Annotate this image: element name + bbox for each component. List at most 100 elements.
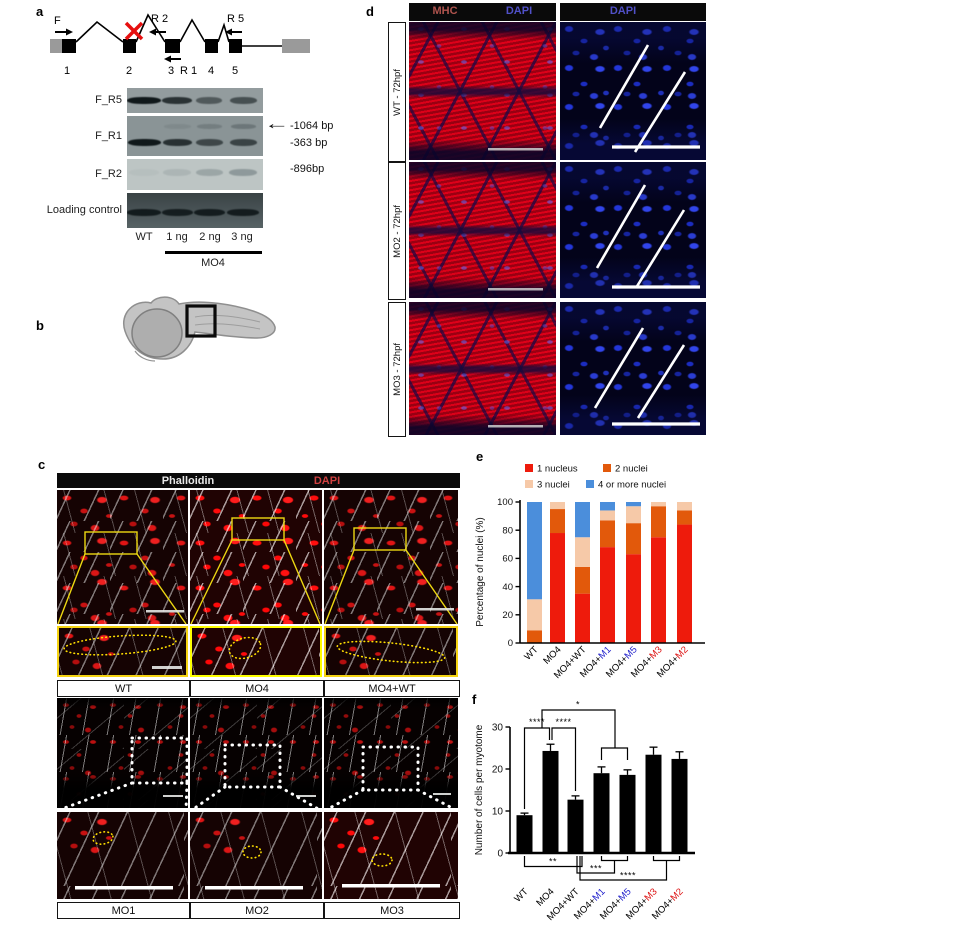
- bar: [645, 754, 662, 853]
- micrograph-dapi-mo3: [560, 302, 706, 435]
- significance-bracket: [523, 856, 583, 868]
- stacked-bar-segment: [550, 533, 565, 643]
- condition-label-mo4wt: MO4+WT: [324, 680, 460, 697]
- dapi-channel-label: DAPI: [313, 475, 341, 487]
- stacked-bar-chart-nuclei: 1 nucleus 2 nuclei 3 nuclei 4 or more nucle…: [475, 464, 705, 681]
- stacked-bar-segment: [626, 506, 641, 524]
- stacked-bar-segment: [600, 520, 615, 548]
- stacked-bar-segment: [527, 502, 542, 600]
- micrograph-mhc-mo3: [409, 302, 556, 435]
- significance-bracket: [523, 727, 551, 809]
- band-size-annotation: -896bp: [290, 163, 325, 175]
- inset-mo1: [57, 812, 188, 899]
- embryo-yolk: [131, 308, 183, 358]
- gel-band: [229, 168, 257, 176]
- inset-mo4wt: [324, 626, 458, 677]
- utr-box-right: [282, 39, 310, 53]
- stacked-bar-segment: [600, 510, 615, 521]
- exon-1: [62, 39, 76, 53]
- y-tick-label: 100: [497, 497, 513, 508]
- gel-strip: [127, 116, 263, 156]
- stacked-bar-segment: [626, 554, 641, 643]
- gel-strip: [127, 88, 263, 113]
- svg-text:MO4: MO4: [541, 644, 563, 666]
- panel-a-label: a: [36, 4, 44, 19]
- x-tick-label: WT: [512, 886, 530, 904]
- legend-label: 3 nuclei: [537, 480, 570, 491]
- exon-3: [165, 39, 180, 53]
- band-size-annotation: -1064 bp: [290, 120, 334, 132]
- gel-row-label: F_R1: [95, 130, 122, 142]
- panel-c-label: c: [38, 457, 46, 472]
- panel-d-header-left: MHC DAPI: [409, 3, 556, 21]
- gel-band: [195, 168, 223, 176]
- stacked-bar-segment: [575, 537, 590, 567]
- stacked-bar-segment: [575, 502, 590, 538]
- panel-b-label: b: [36, 318, 44, 333]
- significance-stars: ****: [555, 717, 571, 727]
- legend-label: 4 or more nuclei: [598, 480, 666, 491]
- gel-band: [229, 138, 257, 146]
- condition-label-mo1: MO1: [57, 902, 190, 919]
- micrograph-mo2-overview: [190, 698, 322, 808]
- y-tick-label: 0: [508, 638, 513, 649]
- bar: [671, 758, 688, 853]
- band-arrow-icon: ←: [264, 114, 290, 133]
- inset-mo2: [190, 812, 322, 899]
- exon-number-5: 5: [232, 65, 238, 77]
- gel-band: [127, 138, 161, 146]
- bar: [542, 750, 559, 853]
- micrograph-mo4-overview: [190, 490, 322, 624]
- gel-band-upper: [163, 123, 191, 129]
- phalloidin-channel-label: Phalloidin: [161, 475, 215, 487]
- gel-band: [161, 208, 193, 216]
- legend-swatch: [603, 464, 611, 472]
- stacked-bar-segment: [575, 566, 590, 594]
- exon-4: [205, 39, 218, 53]
- panel-d-header-right: DAPI: [560, 3, 706, 21]
- bar: [516, 815, 533, 853]
- gel-row-label: F_R5: [95, 94, 122, 106]
- gel-band-upper: [196, 123, 222, 129]
- stacked-bar-segment: [527, 599, 542, 631]
- condition-label-mo2: MO2: [190, 902, 324, 919]
- zebrafish-embryo-image: [122, 296, 276, 362]
- primer-r5-label: R 5: [227, 13, 244, 25]
- significance-stars: ****: [529, 717, 545, 727]
- significance-bracket: [541, 709, 616, 748]
- micrograph-dapi-mo2: [560, 162, 706, 298]
- panel-d-label: d: [366, 4, 374, 19]
- stacked-bar-segment: [677, 510, 692, 525]
- significance-stars: ***: [590, 864, 602, 874]
- gel-band: [162, 138, 192, 146]
- intron-4: [217, 22, 230, 43]
- significance-stars: **: [549, 857, 557, 867]
- exon-number-3: 3: [168, 65, 174, 77]
- micrograph-mo4wt-overview: [324, 490, 458, 624]
- micrograph-wt-overview: [57, 490, 188, 624]
- legend-swatch: [525, 464, 533, 472]
- inset-wt: [57, 626, 188, 677]
- y-tick-label: 30: [492, 723, 504, 734]
- exon-number-2: 2: [126, 65, 132, 77]
- svg-text:MO4: MO4: [534, 886, 556, 908]
- inset-mo4: [190, 626, 322, 677]
- stacked-bar-segment: [600, 502, 615, 511]
- primer-f-label: F: [54, 15, 61, 27]
- legend-label: 2 nuclei: [615, 464, 648, 475]
- micrograph-mo3-overview: [324, 698, 458, 808]
- row-label-mo272hpf: MO2 - 72hpf: [388, 162, 406, 300]
- condition-label-wt: WT: [57, 680, 190, 697]
- gel-row-label: F_R2: [95, 168, 122, 180]
- intron-1: [75, 20, 124, 43]
- utr-box-left: [50, 39, 62, 53]
- gel-band: [196, 97, 222, 104]
- lane-label: WT: [135, 231, 153, 243]
- lane-label: 1 ng: [166, 231, 188, 243]
- stacked-bar-segment: [677, 502, 692, 511]
- y-tick-label: 10: [492, 807, 504, 818]
- inset-mo3: [324, 812, 458, 899]
- significance-stars: ****: [620, 871, 636, 881]
- y-tick-label: 20: [492, 765, 504, 776]
